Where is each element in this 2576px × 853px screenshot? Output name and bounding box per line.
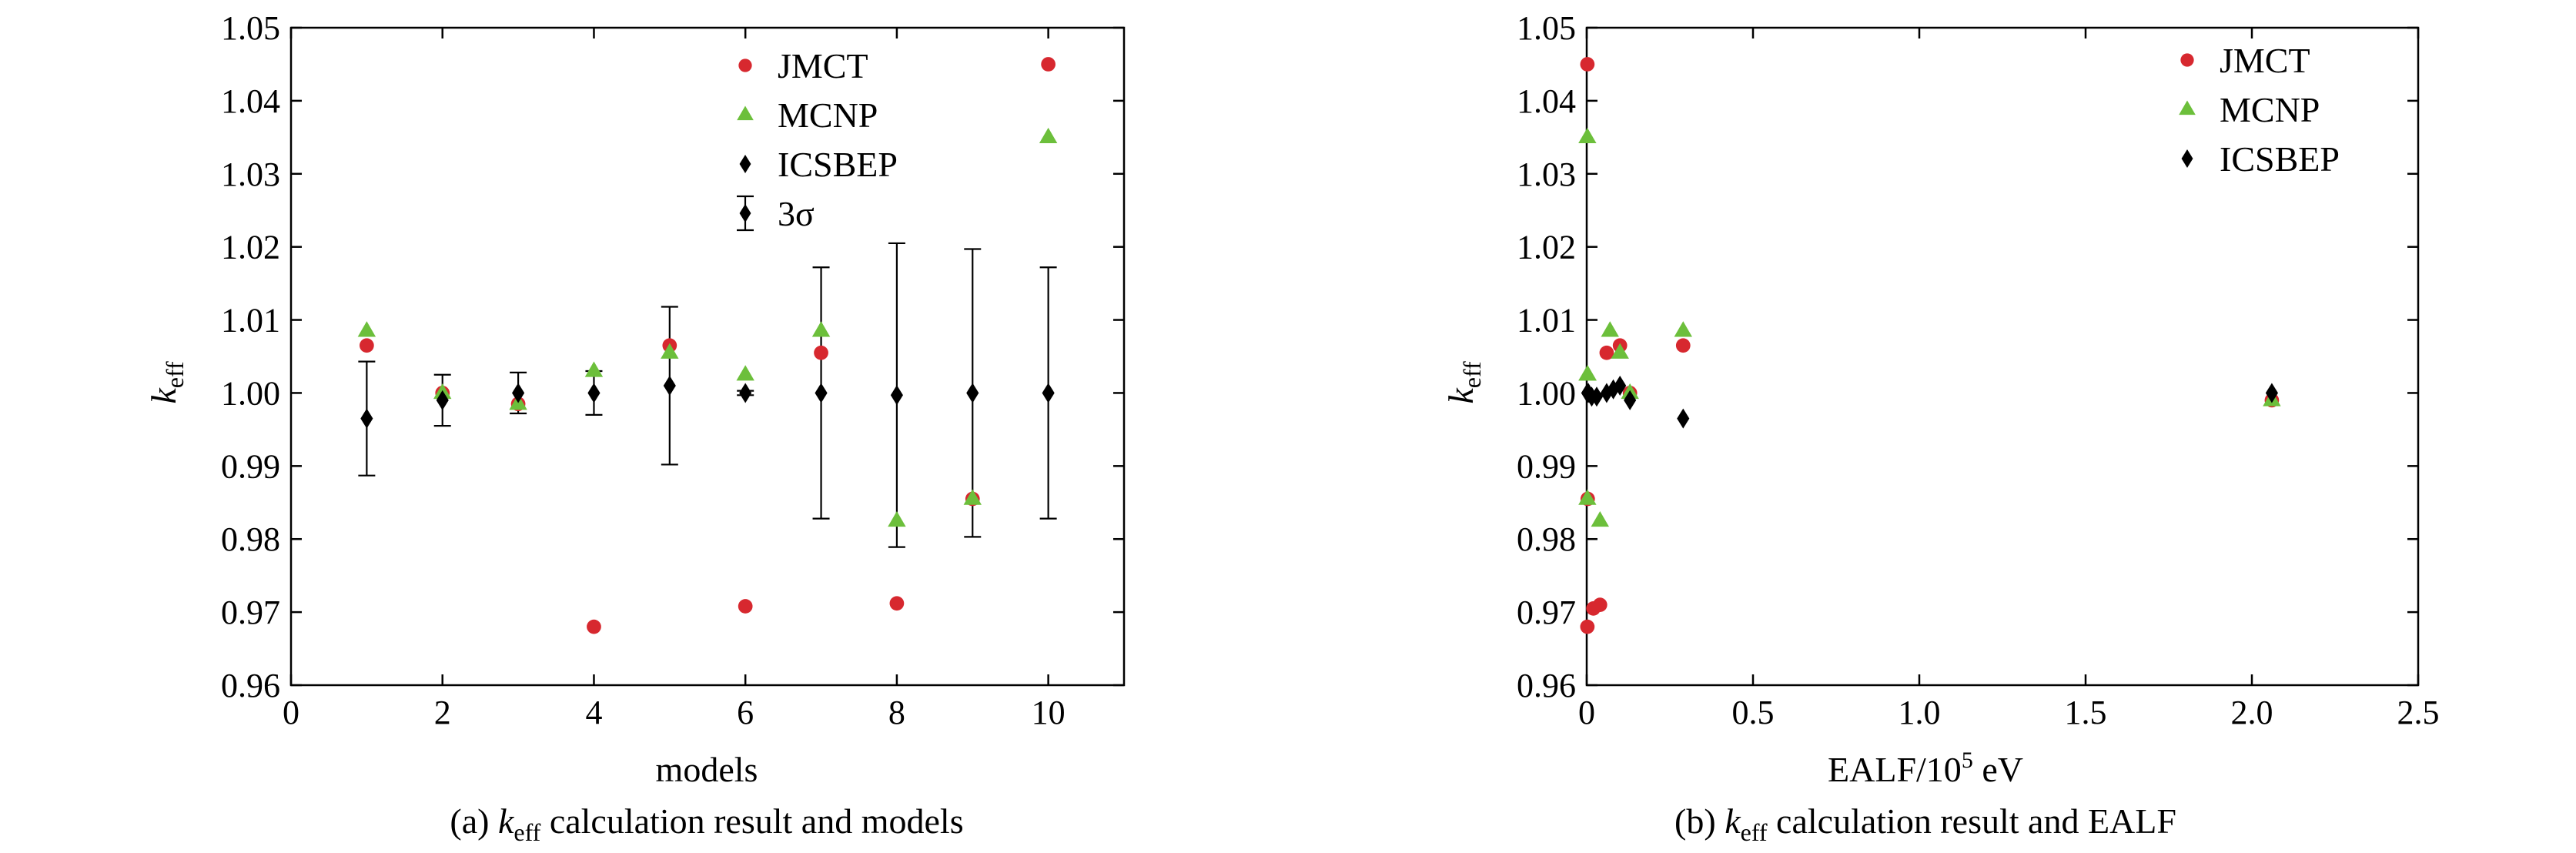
y-tick-label: 0.98 bbox=[221, 520, 280, 558]
x-axis-label: EALF/105 eV bbox=[1828, 748, 2023, 789]
mcnp-point bbox=[584, 361, 604, 377]
icsbep-point bbox=[663, 375, 676, 396]
icsbep-point bbox=[1582, 383, 1595, 403]
jmct-point bbox=[889, 596, 905, 611]
x-tick-label: 2.5 bbox=[2397, 694, 2440, 731]
y-tick-label: 1.05 bbox=[1517, 9, 1576, 47]
mcnp-point bbox=[1674, 321, 1692, 337]
legend-3sigma-label: 3σ bbox=[778, 194, 815, 233]
legend-jmct-marker bbox=[738, 59, 752, 72]
icsbep-point bbox=[2265, 383, 2278, 403]
y-tick-label: 1.05 bbox=[221, 9, 280, 47]
legend-3sigma-marker bbox=[739, 204, 751, 222]
icsbep-point bbox=[1677, 408, 1690, 429]
mcnp-point bbox=[1578, 489, 1597, 505]
caption-a: (a) keff calculation result and models bbox=[450, 801, 963, 846]
legend-icsbep-label: ICSBEP bbox=[2220, 139, 2340, 179]
y-axis-label: keff bbox=[144, 361, 189, 404]
legend-mcnp-label: MCNP bbox=[2220, 90, 2320, 129]
legend-icsbep-label: ICSBEP bbox=[778, 145, 898, 184]
y-axis-label: keff bbox=[1441, 361, 1486, 404]
jmct-point bbox=[1041, 57, 1055, 72]
y-tick-label: 0.96 bbox=[221, 667, 280, 704]
mcnp-point bbox=[1578, 127, 1597, 143]
y-tick-label: 1.01 bbox=[221, 302, 280, 340]
jmct-point bbox=[1675, 338, 1691, 353]
legend-mcnp-label: MCNP bbox=[778, 95, 878, 135]
jmct-point bbox=[814, 345, 828, 360]
icsbep-point bbox=[890, 385, 903, 406]
x-tick-label: 0 bbox=[1578, 694, 1595, 731]
y-tick-label: 0.97 bbox=[1517, 594, 1576, 631]
x-tick-label: 2.0 bbox=[2231, 694, 2273, 731]
jmct-point bbox=[360, 338, 374, 353]
x-tick-label: 1.5 bbox=[2065, 694, 2107, 731]
y-tick-label: 1.02 bbox=[221, 229, 280, 266]
x-tick-label: 2 bbox=[434, 694, 451, 731]
mcnp-point bbox=[963, 489, 982, 505]
y-tick-label: 1.00 bbox=[1517, 374, 1576, 412]
mcnp-point bbox=[736, 365, 754, 381]
y-tick-label: 1.04 bbox=[1517, 82, 1576, 120]
mcnp-point bbox=[888, 511, 906, 527]
icsbep-point bbox=[1042, 383, 1055, 403]
legend-mcnp-marker bbox=[737, 105, 754, 121]
y-tick-label: 0.99 bbox=[1517, 447, 1576, 485]
mcnp-point bbox=[1578, 365, 1597, 381]
y-tick-label: 1.03 bbox=[1517, 156, 1576, 193]
icsbep-point bbox=[1624, 390, 1637, 410]
x-tick-label: 8 bbox=[888, 694, 905, 731]
x-axis-label: models bbox=[656, 750, 758, 789]
icsbep-point bbox=[587, 383, 601, 403]
mcnp-point bbox=[661, 343, 679, 359]
icsbep-point bbox=[436, 390, 449, 410]
y-tick-label: 0.98 bbox=[1517, 520, 1576, 558]
plot-frame bbox=[289, 26, 1126, 687]
legend-mcnp-marker bbox=[2179, 100, 2196, 115]
legend-icsbep-marker bbox=[739, 155, 751, 173]
icsbep-point bbox=[360, 408, 373, 429]
y-tick-label: 0.96 bbox=[1517, 667, 1576, 704]
y-tick-label: 1.00 bbox=[221, 374, 280, 412]
x-tick-label: 6 bbox=[737, 694, 754, 731]
legend-icsbep-marker bbox=[2181, 149, 2193, 168]
jmct-point bbox=[738, 599, 753, 614]
caption-b: (b) keff calculation result and EALF bbox=[1674, 801, 2176, 846]
jmct-point bbox=[587, 619, 601, 634]
y-tick-label: 0.99 bbox=[221, 447, 280, 485]
legend-jmct-marker bbox=[2180, 53, 2194, 67]
jmct-point bbox=[1580, 619, 1595, 634]
chart-panel-b: 0.960.970.980.991.001.011.021.031.041.05… bbox=[1441, 9, 2440, 846]
y-tick-label: 1.03 bbox=[221, 156, 280, 193]
y-tick-label: 1.04 bbox=[221, 82, 280, 120]
icsbep-point bbox=[512, 383, 525, 403]
mcnp-point bbox=[1601, 321, 1619, 337]
x-tick-label: 4 bbox=[585, 694, 602, 731]
mcnp-point bbox=[1611, 343, 1629, 359]
mcnp-point bbox=[1591, 511, 1609, 527]
y-tick-label: 1.01 bbox=[1517, 302, 1576, 340]
legend-jmct-label: JMCT bbox=[778, 46, 868, 85]
icsbep-point bbox=[966, 383, 979, 403]
mcnp-point bbox=[1039, 127, 1058, 143]
mcnp-point bbox=[811, 321, 831, 337]
legend-jmct-label: JMCT bbox=[2220, 41, 2310, 80]
y-tick-label: 0.97 bbox=[221, 594, 280, 631]
jmct-point bbox=[1586, 601, 1601, 616]
icsbep-point bbox=[1607, 379, 1620, 400]
icsbep-point bbox=[815, 383, 828, 403]
y-tick-label: 1.02 bbox=[1517, 229, 1576, 266]
jmct-point bbox=[1580, 57, 1595, 72]
chart-panel-a: 0.96 0.97 0.98 0.99 1.00 1.01 1.02 1.03 1.04 1.05… bbox=[144, 9, 1126, 846]
plot-frame bbox=[1585, 26, 2420, 687]
x-tick-label: 1.0 bbox=[1899, 694, 1941, 731]
jmct-point bbox=[1599, 345, 1614, 360]
x-tick-label: 0 bbox=[283, 694, 299, 731]
x-tick-label: 10 bbox=[1032, 694, 1066, 731]
x-tick-label: 0.5 bbox=[1732, 694, 1775, 731]
mcnp-point bbox=[357, 321, 376, 337]
icsbep-point bbox=[739, 383, 752, 403]
